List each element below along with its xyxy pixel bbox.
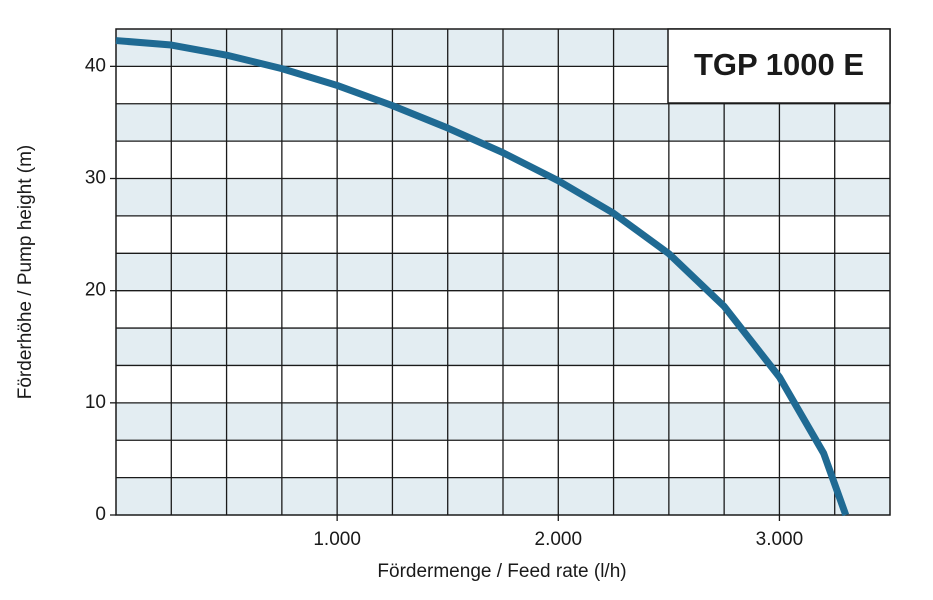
- x-tick-label: 1.000: [313, 529, 361, 550]
- y-tick-label: 20: [85, 280, 106, 301]
- y-tick-label: 30: [85, 168, 106, 189]
- y-tick-label: 0: [95, 504, 106, 525]
- y-tick-label: 10: [85, 392, 106, 413]
- x-tick-label: 3.000: [756, 529, 804, 550]
- curve: [115, 37, 850, 517]
- chart-title: TGP 1000 E: [694, 47, 864, 82]
- x-tick-label: 2.000: [535, 529, 583, 550]
- plot-frame: [115, 28, 891, 516]
- y-tick-label: 40: [85, 55, 106, 76]
- x-axis-label: Fördermenge / Feed rate (l/h): [377, 561, 626, 582]
- y-axis-label: Förderhöhe / Pump height (m): [15, 145, 36, 400]
- title-box: [667, 28, 891, 104]
